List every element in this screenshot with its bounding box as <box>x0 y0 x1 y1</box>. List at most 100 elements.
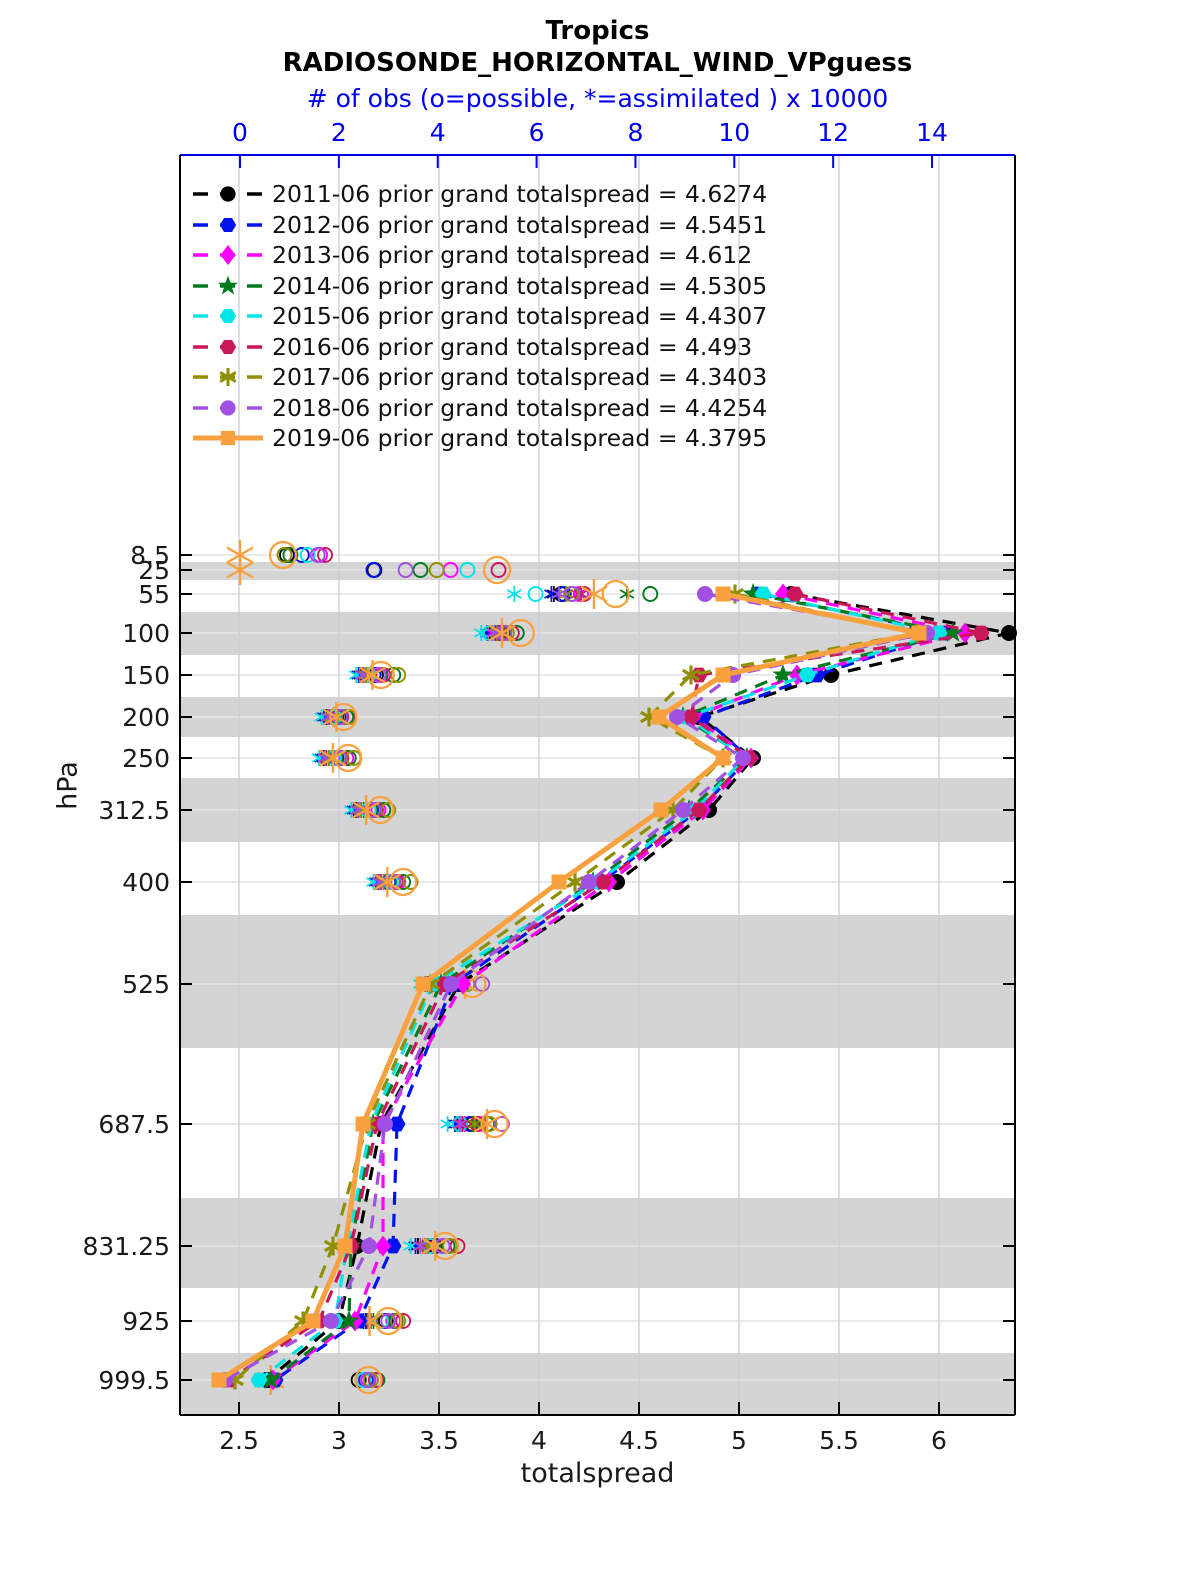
possible-obs-marker <box>490 562 507 578</box>
left-tick-label: 925 <box>122 1307 170 1336</box>
asterisk-marker <box>358 666 387 684</box>
possible-obs-marker <box>366 660 395 690</box>
hexagon-marker <box>682 709 700 725</box>
possible-obs-marker <box>374 1306 403 1336</box>
series-line <box>272 592 967 1382</box>
series-line <box>265 592 1011 1382</box>
legend-entry-2014-06: 2014-06 prior grand totalspread = 4.5305 <box>192 271 767 302</box>
possible-obs-marker <box>380 1313 397 1329</box>
legend-line-sample <box>193 245 263 266</box>
hexagon-marker <box>786 586 804 602</box>
series-line <box>217 591 922 1383</box>
possible-obs-marker <box>431 1231 460 1261</box>
legend-line-sample <box>193 217 263 232</box>
asterisk-marker <box>452 1119 468 1129</box>
legend-label: 2014-06 prior grand totalspread = 4.5305 <box>272 271 768 300</box>
chart-subtitle: # of obs (o=possible, *=assimilated ) x … <box>306 84 889 113</box>
hexagon-marker <box>219 309 237 324</box>
left-tick-label: 831.25 <box>83 1232 170 1261</box>
square-marker <box>715 750 731 766</box>
left-tick-label: 100 <box>122 619 170 648</box>
asterisk-marker <box>319 749 347 767</box>
asterisk-marker <box>455 1119 470 1129</box>
circle-marker <box>697 586 713 602</box>
asterisk-marker <box>681 668 701 682</box>
legend-entry-2012-06: 2012-06 prior grand totalspread = 4.5451 <box>192 210 767 241</box>
legend-label: 2013-06 prior grand totalspread = 4.612 <box>272 241 753 270</box>
square-marker <box>337 1238 353 1254</box>
top-tick-label: 10 <box>718 118 750 147</box>
legend-entry-2015-06: 2015-06 prior grand totalspread = 4.4307 <box>192 301 767 332</box>
square-marker <box>305 1313 321 1329</box>
circle-marker <box>377 1116 393 1132</box>
asterisk-marker <box>619 589 635 599</box>
asterisk-marker <box>488 624 516 642</box>
possible-obs-marker <box>365 562 382 578</box>
legend-entry-2018-06: 2018-06 prior grand totalspread = 4.4254 <box>192 393 767 424</box>
bottom-tick-label: 4.5 <box>619 1426 659 1455</box>
hexagon-marker <box>798 667 816 683</box>
star-marker <box>942 622 964 642</box>
possible-obs-marker <box>564 586 581 602</box>
bottom-tick-label: 6 <box>931 1426 947 1455</box>
left-tick-label: 312.5 <box>98 796 170 825</box>
possible-obs-marker <box>367 1372 384 1388</box>
possible-obs-marker <box>329 702 358 732</box>
series-line <box>270 592 955 1382</box>
hexagon-marker <box>388 1116 406 1132</box>
square-marker <box>415 976 431 992</box>
hexagon-marker <box>384 1238 402 1254</box>
asterisk-marker <box>413 1241 428 1251</box>
left-tick-label: 250 <box>122 744 170 773</box>
square-marker <box>355 1116 371 1132</box>
asterisk-marker <box>506 589 522 599</box>
possible-obs-marker <box>480 1109 509 1139</box>
legend-label: 2017-06 prior grand totalspread = 4.3403 <box>272 363 768 392</box>
possible-obs-marker <box>496 625 513 641</box>
star-marker <box>218 275 238 295</box>
legend-entry-2017-06: 2017-06 prior grand totalspread = 4.3403 <box>192 362 767 393</box>
hexagon-marker <box>250 1372 268 1388</box>
left-tick-label: 525 <box>122 970 170 999</box>
series-2019-06 <box>211 586 927 1388</box>
left-tick-label: 55 <box>138 580 170 609</box>
legend-line-sample <box>193 400 263 416</box>
legend-line-sample <box>193 368 263 387</box>
possible-obs-marker <box>508 625 525 641</box>
legend-entry-2011-06: 2011-06 prior grand totalspread = 4.6274 <box>192 179 767 210</box>
legend-entry-2016-06: 2016-06 prior grand totalspread = 4.493 <box>192 332 767 363</box>
asterisk-marker <box>565 875 585 889</box>
diamond-marker <box>220 245 236 266</box>
left-tick-label: 150 <box>122 661 170 690</box>
asterisk-marker <box>358 670 374 680</box>
diamond-marker <box>375 1235 391 1257</box>
top-tick-label: 12 <box>817 118 849 147</box>
legend-label: 2019-06 prior grand totalspread = 4.3795 <box>272 424 768 453</box>
possible-obs-marker <box>276 547 293 563</box>
possible-obs-marker <box>555 586 572 602</box>
left-tick-label: 200 <box>122 703 170 732</box>
square-marker <box>715 667 731 683</box>
square-marker <box>651 709 667 725</box>
square-marker <box>715 586 731 602</box>
shaded-band <box>180 1198 1015 1288</box>
square-marker <box>211 1372 227 1388</box>
possible-obs-marker <box>395 874 412 890</box>
hexagon-marker <box>594 874 612 890</box>
legend-label: 2011-06 prior grand totalspread = 4.6274 <box>272 180 768 209</box>
square-marker <box>220 431 236 446</box>
bottom-tick-label: 3.5 <box>419 1426 459 1455</box>
possible-obs-marker <box>389 867 418 897</box>
asterisk-marker <box>421 1237 449 1255</box>
possible-obs-marker <box>334 743 363 773</box>
asterisk-marker <box>226 561 254 579</box>
possible-obs-marker <box>359 1372 376 1388</box>
shaded-band <box>180 562 1015 580</box>
legend-line-sample <box>193 339 263 354</box>
left-tick-label: 687.5 <box>98 1110 170 1139</box>
circle-marker <box>220 400 236 416</box>
legend-label: 2012-06 prior grand totalspread = 4.5451 <box>272 210 768 239</box>
possible-obs-marker <box>282 547 299 563</box>
hexagon-marker <box>930 625 948 641</box>
